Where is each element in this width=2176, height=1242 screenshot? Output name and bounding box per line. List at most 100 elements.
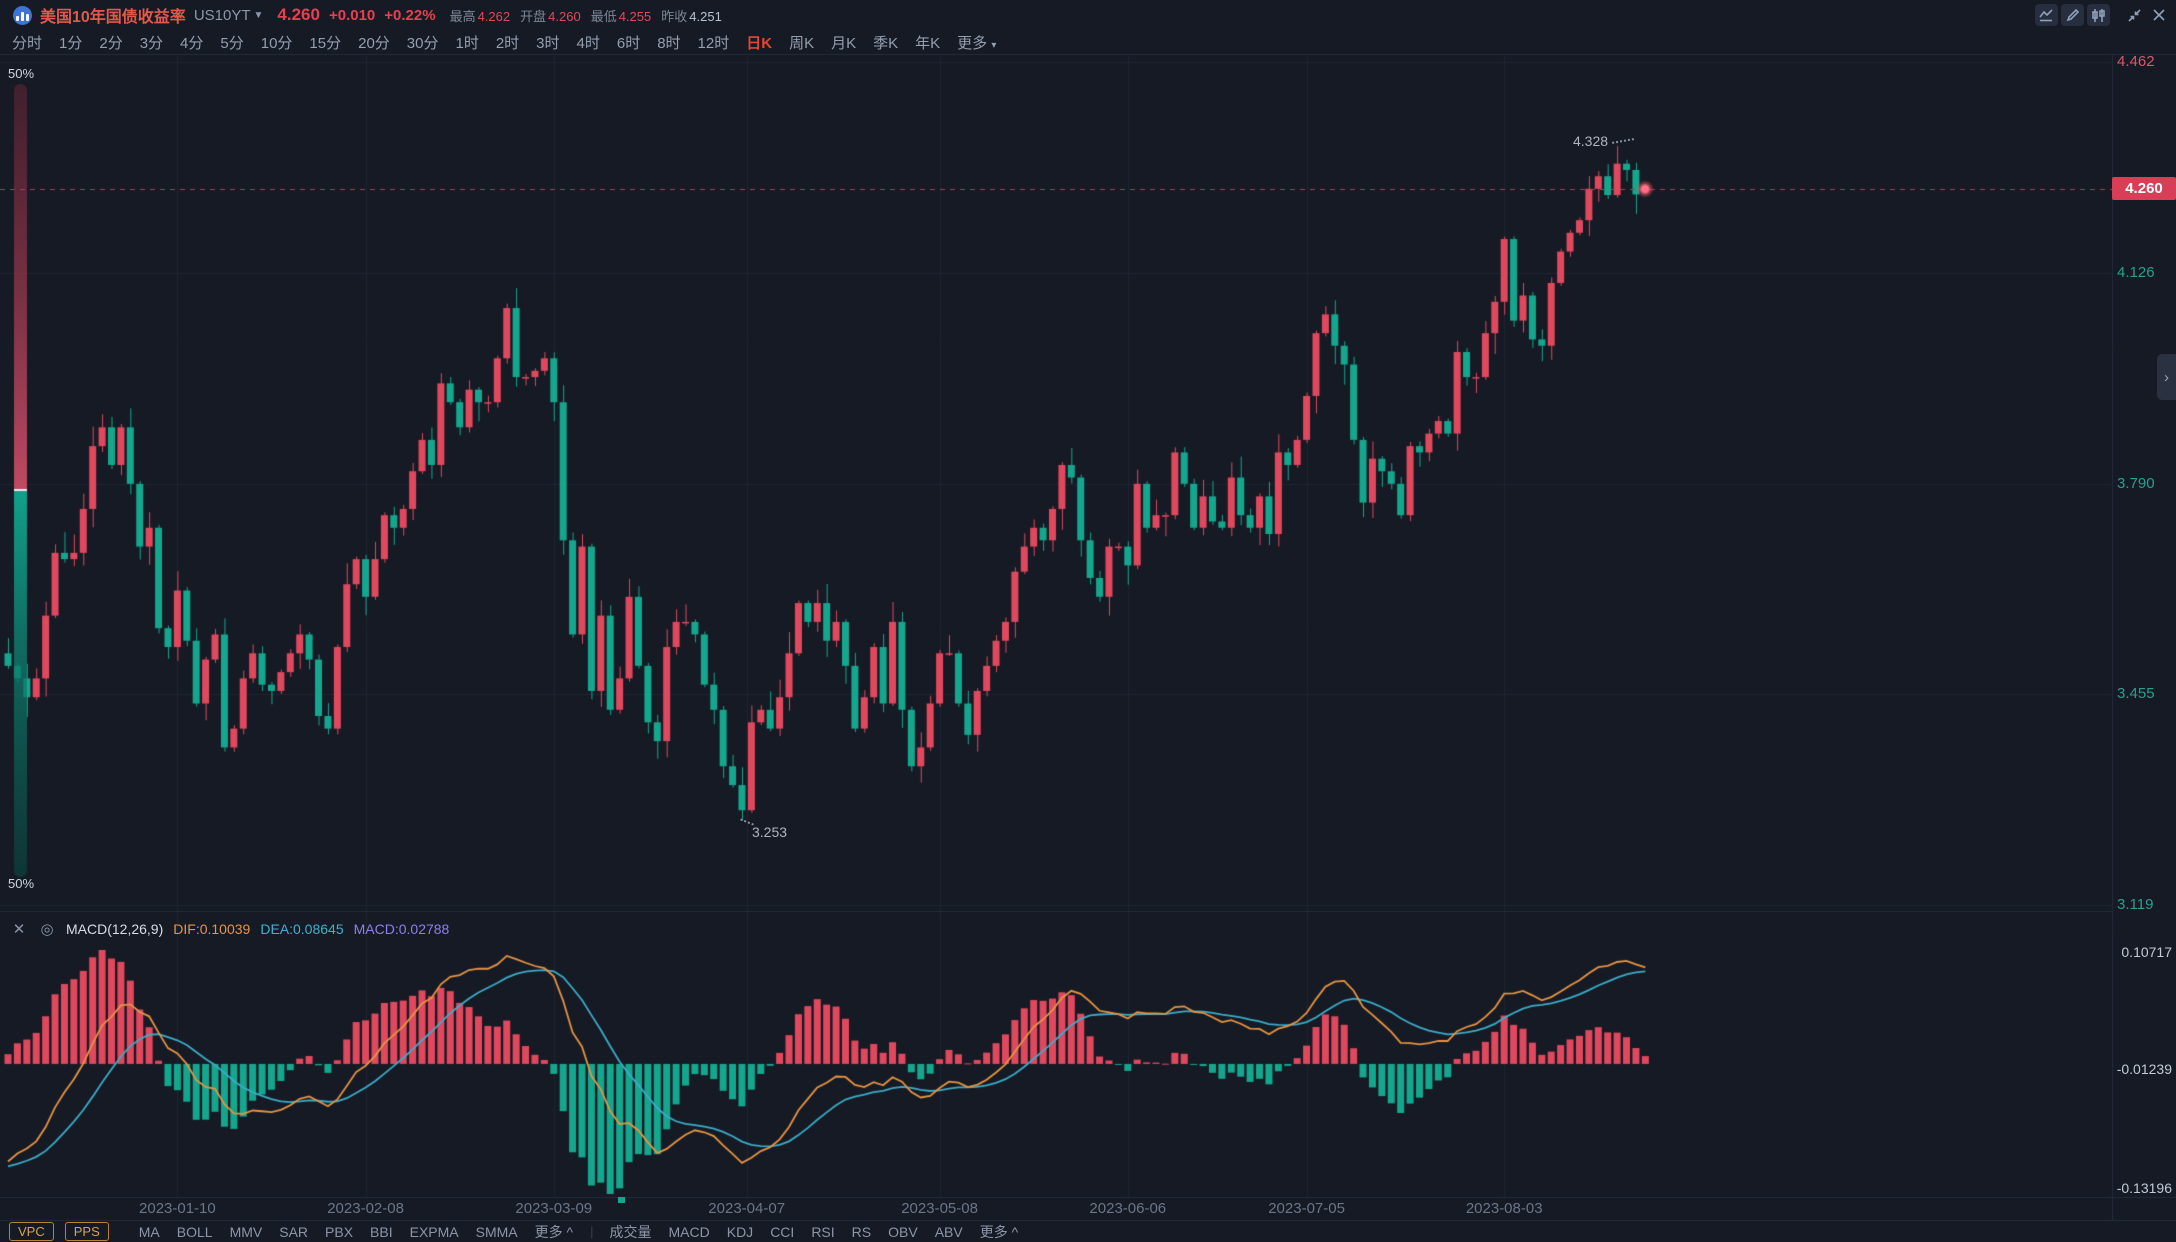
price-change-pct: +0.22% xyxy=(384,6,436,24)
price-axis-label: 3.790 xyxy=(2117,475,2155,492)
timeframe-item[interactable]: 8时 xyxy=(657,34,681,52)
stat-label: 开盘 xyxy=(520,8,547,24)
timeframe-item[interactable]: 更多 ▾ xyxy=(957,34,997,52)
stat-value: 4.255 xyxy=(618,8,652,24)
stat-item: 最低 4.255 xyxy=(591,6,652,25)
vpc-top-percent-label: 50% xyxy=(8,66,35,81)
timeframe-item[interactable]: 1分 xyxy=(59,34,83,52)
indicator-item[interactable]: SMMA xyxy=(475,1223,518,1240)
app-logo-barchart-icon xyxy=(13,5,32,25)
stat-item: 开盘 4.260 xyxy=(520,6,581,25)
indicator-toolbar: VPC PPS MA BOLL MMV SAR PBX BBI EXPMA SMMA 更多 ^ |… xyxy=(0,1221,2176,1242)
timeframe-item[interactable]: 3时 xyxy=(536,34,560,52)
stat-value: 4.260 xyxy=(548,8,581,24)
pps-button[interactable]: PPS xyxy=(64,1222,109,1241)
sub-indicator-group: 成交量 MACD KDJ CCI RSI RS OBV ABV 更多 ^ xyxy=(610,1222,1036,1242)
timeframe-item[interactable]: 4时 xyxy=(576,34,600,52)
symbol-dropdown-caret-icon[interactable]: ▼ xyxy=(253,9,264,21)
stat-label: 最低 xyxy=(590,8,617,24)
macd-pane-header: ✕ ◎ MACD(12,26,9) DIF:0.10039 DEA:0.0864… xyxy=(10,917,450,941)
timeframe-item[interactable]: 5分 xyxy=(220,34,244,52)
price-axis-label: 3.119 xyxy=(2117,896,2154,913)
timeframe-item[interactable]: 6时 xyxy=(616,34,641,52)
line-chart-icon[interactable] xyxy=(2035,4,2058,26)
date-axis-label: 2023-08-03 xyxy=(1465,1200,1543,1217)
timeframe-item[interactable]: 年K xyxy=(915,34,941,52)
macd-settings-icon[interactable]: ◎ xyxy=(40,921,54,938)
footer-divider: | xyxy=(590,1224,594,1239)
macd-close-icon[interactable]: ✕ xyxy=(12,921,26,938)
timeframe-item[interactable]: 10分 xyxy=(260,34,293,52)
timeframe-item[interactable]: 30分 xyxy=(406,34,439,52)
indicator-item[interactable]: MMV xyxy=(229,1223,263,1240)
indicator-item[interactable]: 成交量 xyxy=(609,1223,652,1240)
indicator-item[interactable]: MACD xyxy=(668,1223,710,1240)
date-axis-label: 2023-03-09 xyxy=(515,1200,593,1217)
stat-label: 最高 xyxy=(449,8,476,24)
indicator-item[interactable]: RS xyxy=(851,1223,872,1240)
indicator-item[interactable]: PBX xyxy=(325,1223,354,1240)
candlestick-icon[interactable] xyxy=(2087,4,2110,26)
timeframe-item[interactable]: 月K xyxy=(831,34,857,52)
overlay-indicator-group: MA BOLL MMV SAR PBX BBI EXPMA SMMA 更多 ^ xyxy=(139,1222,590,1242)
header-bar: 美国10年国债收益率 US10YT ▼ 4.260 +0.010 +0.22% … xyxy=(0,0,2176,30)
timeframe-item[interactable]: 15分 xyxy=(309,34,342,52)
panel-expand-chevron[interactable]: › xyxy=(2157,354,2176,400)
timeframe-item[interactable]: 4分 xyxy=(180,34,204,52)
price-axis-label: 4.126 xyxy=(2117,264,2155,281)
vpc-bottom-percent-label: 50% xyxy=(8,876,35,891)
last-price: 4.260 xyxy=(277,5,320,24)
price-axis-label: 4.462 xyxy=(2117,53,2155,70)
macd-axis-label: -0.01239 xyxy=(2116,1061,2172,1077)
date-axis-label: 2023-04-07 xyxy=(708,1200,786,1217)
price-axis-label: 3.455 xyxy=(2117,685,2155,702)
high-annotation: 4.328 xyxy=(1573,133,1609,149)
timeframe-item[interactable]: 周K xyxy=(789,34,815,52)
indicator-item[interactable]: OBV xyxy=(888,1223,918,1240)
timeframe-toolbar: 分时 1分 2分 3分 4分 5分 10分 15分 20分 30分 1时 2时 3时 4时 6时 8时 12时日… xyxy=(0,30,2110,54)
indicator-item[interactable]: 更多 ^ xyxy=(534,1223,574,1240)
indicator-item[interactable]: ABV xyxy=(934,1223,963,1240)
last-price-dot xyxy=(1636,180,1654,198)
stat-label: 昨收 xyxy=(661,8,688,24)
price-change: +0.010 xyxy=(328,6,376,24)
vpc-button[interactable]: VPC xyxy=(9,1222,54,1241)
indicator-item[interactable]: RSI xyxy=(811,1223,835,1240)
draw-pencil-icon[interactable] xyxy=(2061,4,2084,26)
indicator-item[interactable]: MA xyxy=(138,1223,160,1240)
macd-dea-value: DEA:0.08645 xyxy=(260,921,344,937)
indicator-item[interactable]: 更多 ^ xyxy=(979,1223,1019,1240)
indicator-item[interactable]: EXPMA xyxy=(409,1223,459,1240)
timeframe-item[interactable]: 2分 xyxy=(99,34,123,52)
timeframe-item[interactable]: 分时 xyxy=(12,34,43,52)
stat-value: 4.262 xyxy=(477,8,511,24)
timeframe-item[interactable]: 季K xyxy=(873,34,899,52)
timeframe-item[interactable]: 2时 xyxy=(495,34,520,52)
close-icon[interactable] xyxy=(2148,4,2170,26)
timeframe-item[interactable]: 12时 xyxy=(697,34,730,52)
indicator-item[interactable]: SAR xyxy=(279,1223,309,1240)
timeframe-item[interactable]: 1时 xyxy=(455,34,479,52)
date-axis-label: 2023-02-08 xyxy=(327,1200,404,1217)
instrument-symbol[interactable]: US10YT xyxy=(193,6,251,24)
macd-name: MACD(12,26,9) xyxy=(66,921,164,937)
timeframe-item[interactable]: 20分 xyxy=(358,34,390,52)
macd-hist-value: MACD:0.02788 xyxy=(353,921,450,937)
timeframe-item[interactable]: 3分 xyxy=(139,34,164,52)
instrument-title: 美国10年国债收益率 xyxy=(40,9,186,26)
indicator-item[interactable]: KDJ xyxy=(726,1223,754,1240)
indicator-item[interactable]: CCI xyxy=(770,1223,795,1240)
collapse-icon[interactable] xyxy=(2123,4,2145,26)
x-axis-marker xyxy=(618,1197,625,1203)
timeframe-item[interactable]: 日K xyxy=(746,34,773,52)
date-axis: 2023-01-10 2023-02-08 2023-03-09 2023-04-07… xyxy=(0,1200,2110,1220)
ohlc-stats: 最高 4.262 开盘 4.260 最低 4.255 昨收 4.251 xyxy=(450,6,732,25)
stat-item: 昨收 4.251 xyxy=(661,6,722,25)
macd-dif-value: DIF:0.10039 xyxy=(173,921,251,937)
indicator-item[interactable]: BOLL xyxy=(176,1223,213,1240)
indicator-item[interactable]: BBI xyxy=(370,1223,393,1240)
stat-item: 最高 4.262 xyxy=(450,6,511,25)
macd-axis-label: 0.10717 xyxy=(2121,944,2172,960)
